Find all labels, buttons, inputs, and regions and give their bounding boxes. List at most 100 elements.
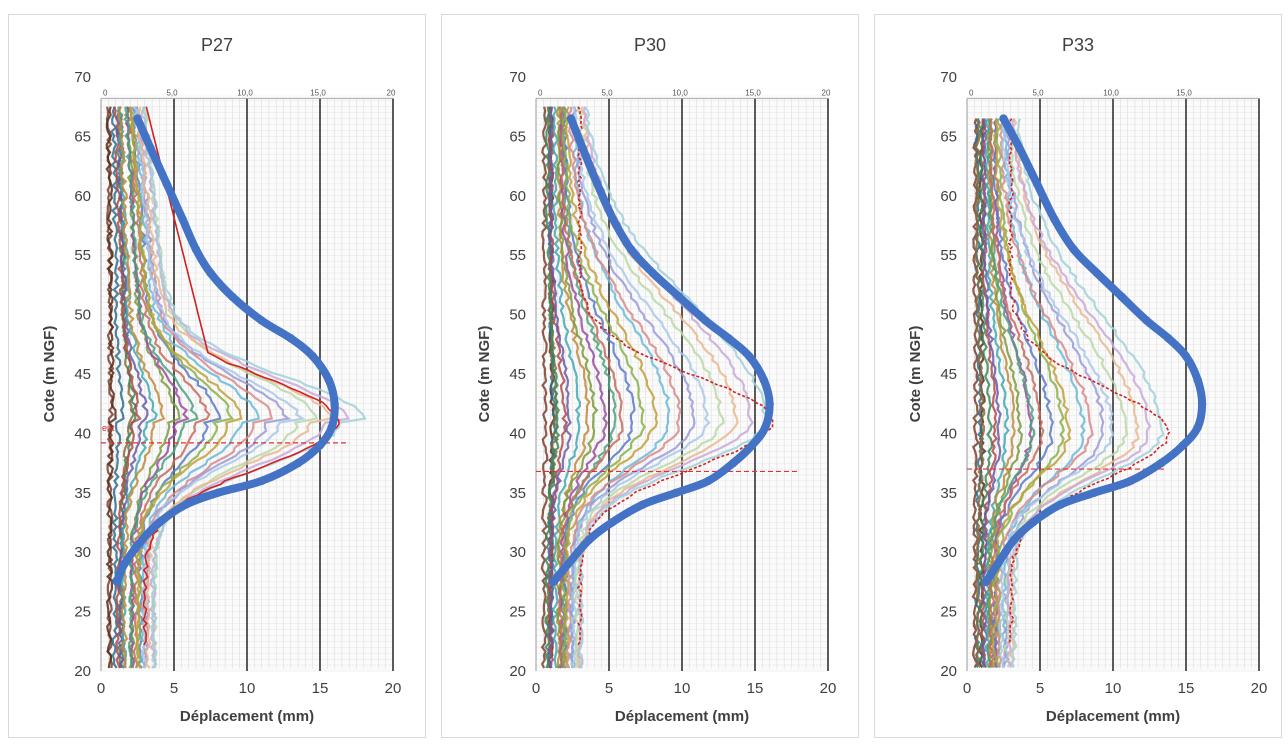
top-scale-tick-label: 10,0 — [1103, 88, 1119, 97]
inclinometer-profile — [971, 118, 980, 668]
inclinometer-profile — [563, 106, 659, 669]
y-tick-label: 20 — [74, 663, 91, 680]
inclinometer-profile — [576, 105, 769, 669]
fitted-curve-line — [982, 114, 1207, 586]
y-tick-label: 35 — [940, 485, 957, 502]
x-tick-label: 15 — [747, 680, 764, 697]
fitted-curve-point — [324, 375, 333, 385]
fitted-curve-point — [330, 399, 339, 408]
y-tick-label: 55 — [509, 247, 526, 264]
fitted-curve-point — [674, 292, 684, 301]
y-tick-label: 35 — [509, 485, 526, 502]
y-tick-label: 50 — [74, 307, 91, 324]
inclinometer-plot-image: 0 5,0 10,0 15,0 — [966, 88, 1260, 672]
y-tick-label: 50 — [940, 307, 957, 324]
fitted-curve-point — [162, 179, 171, 189]
y-tick-label: 35 — [74, 485, 91, 502]
top-scale-tick-label: 0 — [538, 88, 543, 97]
fitted-curve-point — [308, 351, 317, 361]
fitted-curve-point — [155, 518, 164, 527]
fitted-curve-point — [112, 577, 122, 587]
y-tick-label: 40 — [509, 425, 526, 442]
y-tick-label: 60 — [940, 188, 957, 205]
y-tick-label: 40 — [74, 425, 91, 442]
y-tick-label: 30 — [74, 544, 91, 561]
y-tick-label: 70 — [74, 69, 91, 86]
top-scale-tick-label: 5,0 — [601, 88, 613, 97]
fitted-curve-point — [1193, 423, 1202, 432]
y-tick-label: 55 — [940, 247, 957, 264]
fitted-curve-point — [1156, 458, 1166, 468]
fitted-curve-point — [191, 245, 201, 254]
fitted-curve-point — [1197, 399, 1207, 408]
x-tick-label: 10 — [239, 680, 256, 697]
top-scale-tick-label: 0 — [103, 88, 108, 97]
y-tick-label: 40 — [940, 425, 957, 442]
fitted-curve-point — [671, 488, 681, 497]
fitted-curve-point — [1117, 292, 1126, 301]
fitted-curve-line — [549, 114, 774, 586]
fitted-curve-point — [761, 423, 770, 432]
fitted-curve-point — [327, 423, 336, 432]
inclinometer-profile — [1005, 118, 1152, 668]
fitted-curve-point — [1142, 316, 1151, 325]
inclinometer-profile — [105, 106, 117, 669]
x-tick-label: 20 — [385, 680, 402, 697]
x-tick-label: 5 — [170, 680, 178, 697]
y-tick-label: 65 — [509, 128, 526, 145]
y-tick-label: 30 — [509, 544, 526, 561]
x-tick-label: 15 — [1178, 680, 1195, 697]
y-tick-label: 25 — [74, 604, 91, 621]
fitted-curve-point — [1050, 215, 1059, 224]
inclinometer-profile — [573, 106, 725, 669]
y-axis-title: Cote (m NGF) — [476, 326, 493, 423]
fitted-curve-point — [609, 215, 618, 224]
fitted-curve-point — [181, 500, 190, 509]
inclinometer-profile — [978, 118, 993, 668]
fitted-curve-point — [286, 334, 295, 343]
fitted-curve-point — [1178, 441, 1188, 450]
fitted-curve-point — [747, 441, 757, 450]
inclinometer-profile — [1010, 118, 1165, 668]
fitted-curve-point — [206, 268, 215, 278]
x-tick-label: 5 — [605, 680, 613, 697]
fitted-curve-point — [759, 375, 768, 385]
fitted-curve-point — [293, 458, 303, 468]
fitted-curve-point — [137, 536, 147, 545]
x-axis-title: Déplacement (mm) — [180, 708, 314, 725]
chart-panel-p33: P33 0 5,0 10,0 15,0 0 5 10 15 20 20 25 30 35 40 45 50 55… — [874, 14, 1282, 738]
threshold-annotation: ent — [102, 423, 115, 433]
fitted-curve-point — [607, 518, 617, 527]
fitted-curve-point — [1181, 351, 1191, 361]
fitted-curve-point — [120, 559, 129, 569]
inclinometer-profile — [974, 118, 986, 669]
x-tick-label: 0 — [963, 680, 971, 697]
inclinometer-plot-image: 0 5,0 10,0 15,0 20 ent — [100, 88, 396, 672]
chart-panel-p27: P27 0 5,0 10,0 15,0 20 ent 0 5 10 15 20 20 25 30 35 40 4… — [8, 14, 426, 738]
x-tick-label: 0 — [97, 680, 105, 697]
fitted-curve-point — [563, 559, 573, 569]
fitted-curve-point — [584, 536, 593, 545]
y-tick-label: 60 — [74, 188, 91, 205]
chart-title: P30 — [633, 35, 667, 55]
inclinometer-profile — [991, 118, 1072, 668]
top-scale-tick-label: 0 — [969, 88, 974, 97]
envelope-curve — [576, 106, 774, 646]
chart-title: P33 — [1061, 35, 1095, 55]
fitted-curve-point — [593, 179, 602, 189]
inclinometer-profile — [569, 106, 711, 669]
y-tick-label: 55 — [74, 247, 91, 264]
y-tick-label: 25 — [940, 604, 957, 621]
inclinometer-profile — [123, 106, 199, 669]
y-tick-label: 50 — [509, 307, 526, 324]
fitted-curve-point — [701, 316, 710, 325]
top-scale-tick-label: 15,0 — [1176, 88, 1192, 97]
fitted-curve-point — [1092, 268, 1102, 278]
fitted-curve-point — [1126, 476, 1135, 486]
fitted-curve-point — [993, 559, 1002, 569]
fitted-curve-point — [648, 268, 657, 278]
y-tick-label: 30 — [940, 544, 957, 561]
y-tick-label: 70 — [940, 69, 957, 86]
fitted-curve-point — [1164, 334, 1173, 343]
inclinometer-profile — [117, 106, 166, 669]
